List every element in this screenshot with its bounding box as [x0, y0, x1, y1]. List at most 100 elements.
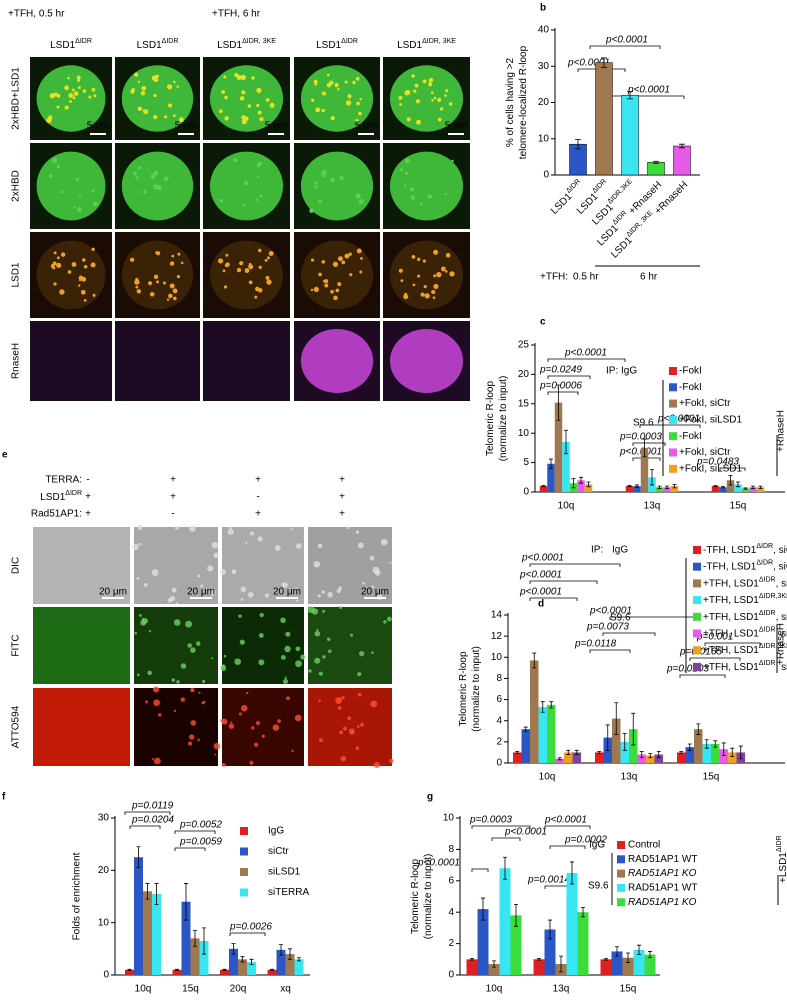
droplet: [228, 723, 235, 729]
error-bar: [570, 861, 574, 885]
condition-label: +TFH, 6 hr: [212, 9, 261, 20]
droplet: [153, 757, 161, 765]
focus: [433, 249, 439, 255]
x-tick-label: 20q: [230, 984, 247, 995]
focus: [56, 256, 60, 260]
droplet: [357, 542, 364, 549]
legend-note: +LSD1ΔIDR: [776, 835, 787, 883]
image-background: [308, 688, 392, 766]
nucleus: [36, 151, 106, 221]
significance-bracket: [605, 95, 685, 99]
y-tick-label: 30: [538, 61, 550, 72]
y-axis-label: Folds of enrichment: [72, 852, 83, 940]
bar: [577, 480, 585, 492]
significance-bracket: [547, 375, 591, 379]
legend-note: IP:: [591, 545, 603, 556]
focus: [431, 289, 436, 295]
droplet: [174, 526, 179, 530]
bar: [276, 949, 286, 975]
droplet: [258, 632, 264, 638]
nucleus: [36, 240, 106, 310]
focus: [135, 285, 139, 289]
droplet: [185, 620, 193, 628]
column-label: LSD1ΔIDR, 3KE: [217, 38, 276, 50]
error-bar: [136, 846, 141, 869]
focus: [223, 75, 227, 79]
focus: [178, 117, 184, 123]
focus: [52, 266, 56, 270]
focus: [76, 78, 81, 82]
droplet: [295, 543, 302, 549]
droplet: [347, 526, 350, 530]
y-tick-label: 8: [496, 673, 502, 684]
focus: [244, 268, 250, 273]
focus: [240, 74, 247, 81]
droplet: [142, 617, 149, 624]
droplet: [202, 679, 206, 684]
focus: [326, 82, 332, 88]
focus: [321, 108, 325, 113]
scale-bar-label: 5 μm: [445, 121, 467, 132]
focus: [48, 174, 53, 178]
droplet: [285, 631, 291, 637]
focus: [441, 266, 446, 272]
legend-swatch: [693, 596, 701, 605]
error-bar: [605, 724, 610, 751]
micrograph: [134, 607, 218, 684]
droplet: [259, 612, 264, 618]
focus: [130, 257, 135, 262]
y-tick-label: 20: [98, 865, 110, 876]
focus: [256, 87, 262, 94]
legend-swatch: [617, 841, 625, 849]
droplet: [335, 697, 343, 705]
error-bar: [665, 485, 669, 489]
focus: [234, 72, 239, 78]
droplet: [197, 574, 201, 578]
droplet: [171, 678, 176, 682]
droplet: [190, 687, 195, 693]
error-bar: [627, 91, 633, 100]
micrograph: [307, 606, 392, 684]
bar: [555, 758, 564, 763]
p-value: p<0.0001: [504, 827, 547, 838]
focus: [244, 181, 249, 186]
scale-bar-label: 5 μm: [175, 121, 197, 132]
focus: [256, 103, 260, 108]
focus: [440, 107, 444, 111]
legend-note: IgG: [589, 840, 605, 851]
error-bar: [564, 429, 568, 455]
focus: [432, 296, 436, 299]
droplet: [322, 655, 326, 659]
significance-bracket: [679, 674, 726, 678]
significance-bracket: [547, 391, 579, 395]
focus: [239, 261, 244, 266]
focus: [444, 192, 447, 196]
scale-bar-label: 20 μm: [187, 587, 215, 598]
p-value: p<0.0001: [589, 606, 632, 617]
micrograph: [134, 686, 221, 766]
panel-letter: g: [427, 792, 433, 803]
p-value: p<0.0001: [519, 570, 562, 581]
focus: [59, 289, 65, 295]
error-bar: [615, 946, 619, 957]
legend-swatch: [617, 855, 625, 864]
focus: [337, 282, 342, 287]
droplet: [173, 619, 181, 626]
droplet: [257, 536, 263, 542]
significance-bracket: [124, 811, 171, 815]
error-bar: [270, 968, 274, 971]
droplet: [234, 658, 242, 665]
focus: [137, 80, 141, 83]
scale-bar-label: 20 μm: [361, 587, 389, 598]
legend-swatch: [693, 562, 701, 571]
droplet: [389, 561, 392, 564]
y-tick-label: 0: [103, 970, 109, 981]
focus: [150, 173, 156, 179]
droplet: [147, 670, 152, 676]
scale-bar-label: 5 μm: [265, 121, 287, 132]
droplet: [380, 538, 388, 546]
significance-bracket: [547, 358, 626, 362]
image-background: [222, 688, 304, 766]
droplet: [171, 587, 177, 593]
y-axis-label: Telomeric R-loop: [458, 651, 469, 726]
